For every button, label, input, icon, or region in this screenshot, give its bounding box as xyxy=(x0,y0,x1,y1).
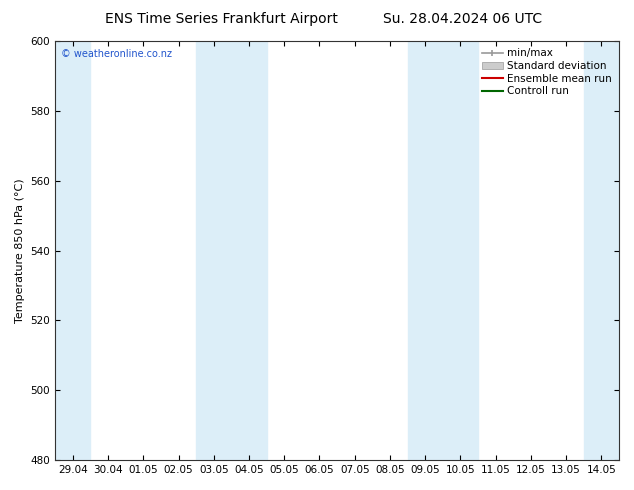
Legend: min/max, Standard deviation, Ensemble mean run, Controll run: min/max, Standard deviation, Ensemble me… xyxy=(480,46,614,98)
Bar xyxy=(408,41,478,460)
Bar xyxy=(196,41,267,460)
Text: © weatheronline.co.nz: © weatheronline.co.nz xyxy=(61,49,172,59)
Text: Su. 28.04.2024 06 UTC: Su. 28.04.2024 06 UTC xyxy=(384,12,542,26)
Text: ENS Time Series Frankfurt Airport: ENS Time Series Frankfurt Airport xyxy=(105,12,339,26)
Y-axis label: Temperature 850 hPa (°C): Temperature 850 hPa (°C) xyxy=(15,178,25,323)
Bar xyxy=(584,41,619,460)
Bar xyxy=(55,41,91,460)
